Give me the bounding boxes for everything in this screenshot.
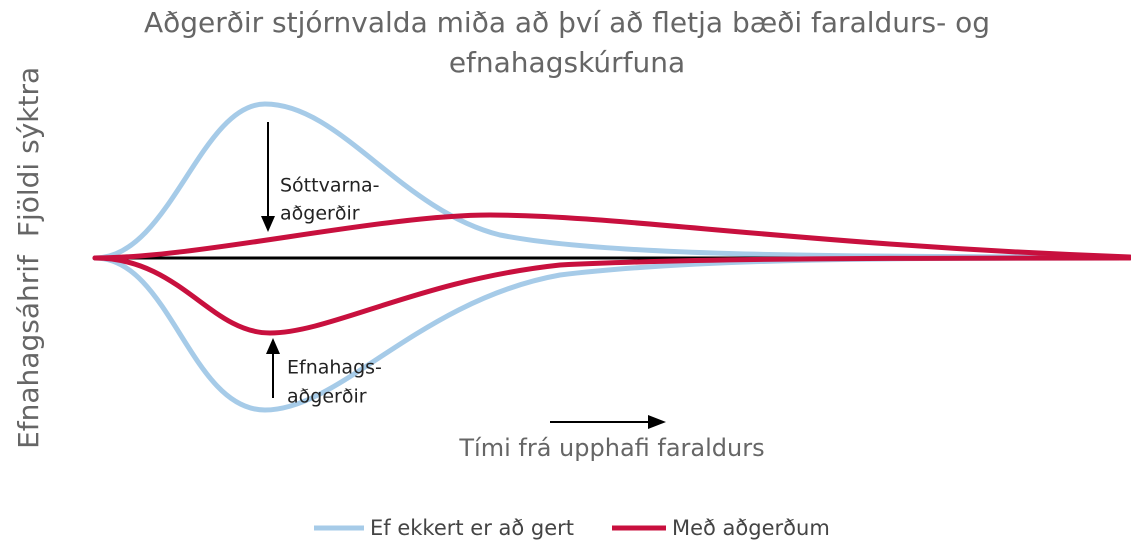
curve-lower: [92, 255, 1131, 336]
arrow-up: [266, 338, 280, 398]
title-line: efnahagskúrfuna: [449, 46, 685, 79]
y-label-top: Fjöldi sýktra: [12, 67, 45, 237]
title-line: Aðgerðir stjórnvalda miða að því að flet…: [144, 6, 990, 39]
curve-upper: [92, 212, 1131, 261]
annotation: aðgerðir: [287, 386, 367, 408]
annotation: aðgerðir: [280, 203, 360, 225]
curve-upper: [92, 101, 1131, 261]
x-label: Tími frá upphafi faraldurs: [458, 434, 764, 462]
legend-label: Ef ekkert er að gert: [370, 516, 574, 540]
arrow-down: [261, 122, 275, 232]
annotation: Sóttvarna-: [280, 175, 380, 197]
curve-lower: [92, 255, 1131, 413]
y-label-bottom: Efnahagsáhrif: [12, 254, 45, 449]
legend-label: Með aðgerðum: [672, 516, 830, 540]
arrow-right: [550, 415, 666, 429]
annotation: Efnahags-: [287, 357, 382, 379]
